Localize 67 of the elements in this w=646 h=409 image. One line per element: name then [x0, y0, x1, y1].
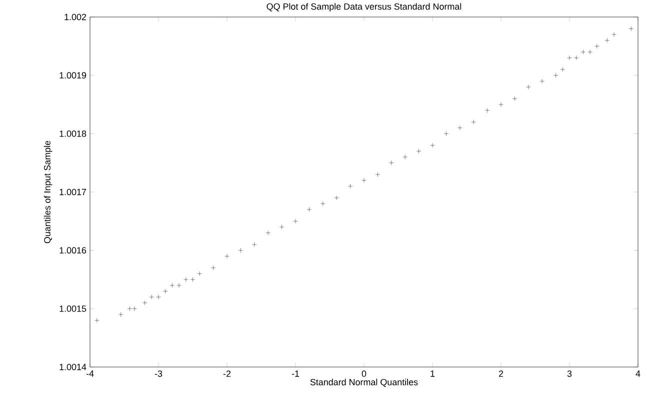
- point: [176, 282, 182, 288]
- point: [389, 160, 394, 166]
- point: [430, 142, 435, 148]
- y-tick-label: 1.0017: [60, 188, 86, 196]
- x-tick-label: -1: [292, 370, 300, 377]
- y-tick-label: 1.0016: [60, 247, 86, 254]
- point: [540, 78, 544, 84]
- x-tick-label: 1: [430, 370, 435, 377]
- point: [293, 218, 298, 224]
- point: [375, 172, 380, 177]
- point: [560, 67, 566, 72]
- point: [362, 178, 366, 183]
- point: [574, 55, 579, 60]
- x-tick-label: 3: [567, 370, 572, 377]
- point: [416, 148, 422, 154]
- point: [628, 26, 634, 32]
- x-tick-label: 4: [636, 370, 640, 377]
- point: [348, 184, 353, 189]
- point: [553, 72, 558, 78]
- point: [498, 102, 504, 107]
- y-tick-label: 1.0018: [60, 130, 86, 137]
- x-axis-title: Standard Normal Quantiles: [310, 378, 418, 387]
- point: [580, 50, 586, 54]
- point: [612, 32, 616, 37]
- point: [190, 277, 196, 282]
- y-tick-label: 1.002: [64, 14, 86, 20]
- x-tick-label: 2: [498, 370, 504, 377]
- point: [279, 224, 284, 230]
- point: [526, 84, 531, 90]
- point: [588, 50, 592, 54]
- y-axis-title: Quantiles of Input Sample: [44, 140, 52, 244]
- point: [162, 288, 168, 294]
- y-tick-label: 1.0014: [60, 364, 86, 370]
- point: [142, 300, 148, 306]
- point: [567, 55, 572, 60]
- point: [444, 131, 449, 136]
- point: [170, 282, 175, 288]
- point: [118, 312, 124, 317]
- point: [127, 306, 132, 312]
- point: [266, 230, 270, 236]
- point: [184, 277, 188, 282]
- point: [94, 318, 100, 323]
- x-tick-label: -3: [154, 370, 162, 377]
- chart-title: QQ Plot of Sample Data versus Standard Normal: [266, 3, 462, 12]
- point: [402, 154, 408, 160]
- point: [224, 254, 230, 259]
- x-tick-label: -2: [223, 370, 231, 377]
- point: [604, 38, 610, 43]
- y-tick-label: 1.0019: [60, 72, 86, 79]
- point: [334, 195, 339, 200]
- point: [320, 201, 326, 206]
- point: [594, 44, 600, 49]
- point: [484, 108, 490, 113]
- point: [132, 306, 137, 312]
- point: [458, 125, 462, 130]
- point: [149, 294, 154, 300]
- point: [306, 207, 312, 212]
- point: [197, 271, 202, 276]
- y-tick-label: 1.0015: [60, 305, 86, 312]
- point: [156, 294, 161, 300]
- x-tick-label: 0: [362, 370, 366, 377]
- point: [238, 248, 244, 253]
- point: [512, 96, 518, 102]
- point: [471, 120, 476, 124]
- point: [252, 242, 257, 247]
- x-tick-label: -4: [86, 370, 94, 377]
- point: [210, 265, 216, 270]
